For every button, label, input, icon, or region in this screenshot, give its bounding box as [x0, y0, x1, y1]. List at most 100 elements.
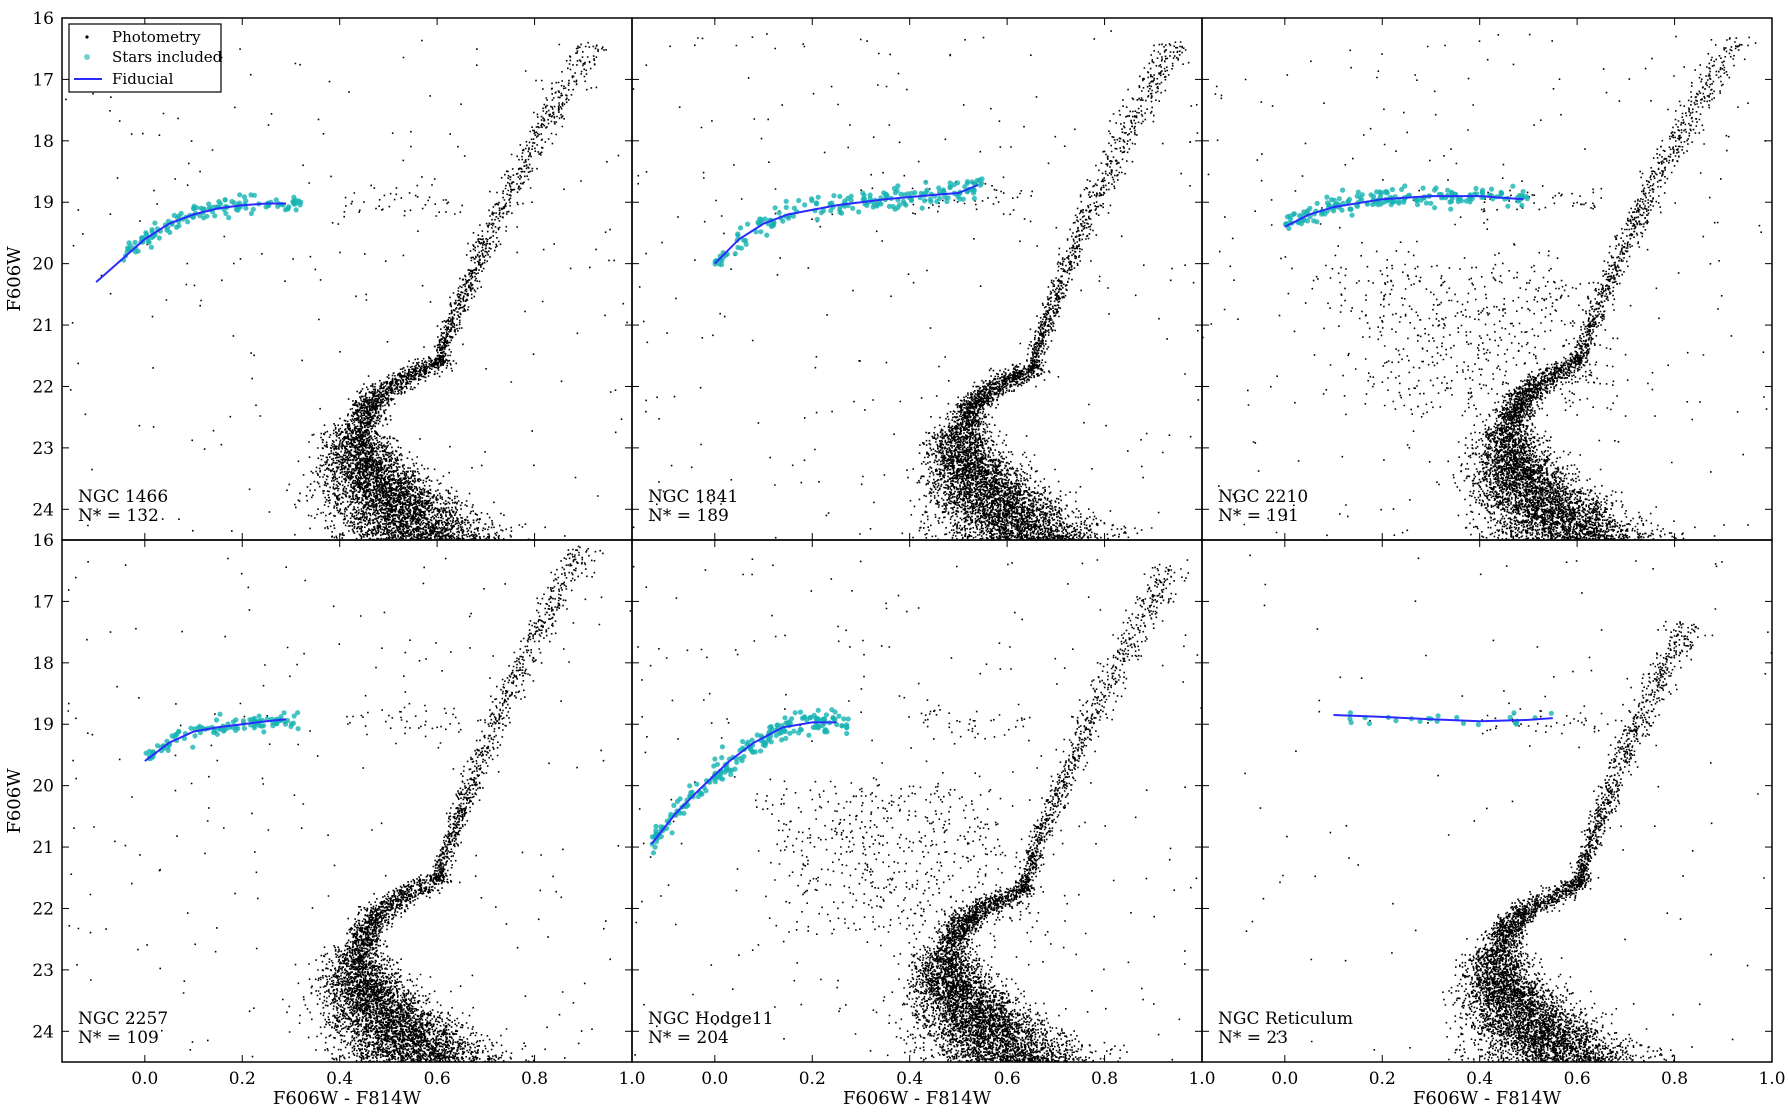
star-included-point	[940, 188, 946, 194]
star-included-point	[174, 224, 180, 230]
star-included-point	[1511, 710, 1517, 716]
star-included-point	[787, 730, 793, 736]
star-included-point	[814, 216, 820, 222]
legend: Photometry Stars included Fiducial	[68, 23, 223, 93]
star-included-point	[197, 723, 203, 730]
star-included-point	[1382, 189, 1388, 195]
star-included-point	[135, 248, 141, 254]
star-included-point	[797, 709, 804, 715]
plot-area-ngc-hodge11	[632, 558, 1202, 1062]
star-included-point	[222, 197, 228, 203]
y-tick-label: 21	[32, 316, 54, 336]
star-included-point	[762, 740, 768, 746]
star-included-point	[1420, 185, 1426, 191]
star-included-point	[1345, 199, 1351, 205]
star-included-point	[798, 727, 804, 733]
star-included-point	[1480, 187, 1486, 193]
star-included-point	[687, 783, 693, 789]
x-tick-label: 0.4	[326, 1069, 353, 1089]
star-included-point	[779, 737, 785, 743]
star-included-point	[728, 771, 734, 778]
star-included-point	[1291, 211, 1297, 217]
panel-name-ngc-2210: NGC 2210	[1218, 487, 1308, 507]
panel-count-ngc-2257: N* = 109	[78, 1028, 159, 1048]
star-included-point	[1445, 187, 1451, 193]
y-tick-label: 17	[32, 592, 54, 612]
star-included-point	[951, 182, 957, 188]
star-included-point	[192, 733, 198, 739]
legend-marker-stars-included	[84, 54, 90, 60]
x-tick-label: 0.8	[521, 1069, 548, 1089]
star-included-point	[714, 774, 720, 780]
y-tick-label: 16	[32, 9, 54, 29]
star-included-point	[190, 744, 196, 750]
star-included-point	[650, 850, 657, 856]
star-included-point	[1432, 187, 1438, 193]
plot-area-ngc-2210	[1202, 33, 1768, 540]
stars-included-ngc-reticulum	[1347, 710, 1554, 728]
star-included-point	[780, 218, 786, 224]
star-included-point	[1288, 216, 1294, 222]
star-included-point	[758, 217, 764, 223]
star-included-point	[148, 244, 154, 250]
star-included-point	[745, 221, 751, 227]
fiducial-line-ngc-1841	[714, 184, 979, 265]
star-included-point	[816, 723, 822, 730]
star-included-point	[927, 196, 933, 202]
star-included-point	[919, 205, 925, 211]
star-included-point	[1366, 720, 1372, 727]
star-included-point	[776, 210, 782, 216]
star-included-point	[821, 716, 828, 722]
star-included-point	[815, 707, 821, 713]
star-included-point	[291, 199, 297, 205]
star-included-point	[1374, 189, 1380, 195]
star-included-point	[248, 210, 254, 217]
star-included-point	[856, 209, 862, 215]
star-included-point	[1388, 202, 1394, 208]
star-included-point	[848, 193, 854, 199]
star-included-point	[1331, 197, 1337, 203]
x-tick-label: 0.0	[131, 1069, 158, 1089]
star-included-point	[1359, 192, 1365, 198]
star-included-point	[864, 202, 870, 208]
star-included-point	[818, 210, 825, 216]
star-included-point	[1355, 189, 1361, 195]
star-included-point	[1488, 186, 1495, 192]
star-included-point	[792, 710, 798, 716]
star-included-point	[813, 201, 820, 207]
star-included-point	[711, 763, 717, 769]
panel-name-ngc-2257: NGC 2257	[78, 1009, 168, 1029]
star-included-point	[724, 765, 730, 771]
x-tick-label: 1.0	[1758, 1069, 1785, 1089]
photometry-points-ngc-reticulum	[1235, 554, 1772, 1062]
star-included-point	[671, 802, 677, 809]
y-tick-label: 24	[32, 1022, 54, 1042]
star-included-point	[837, 193, 843, 199]
star-included-point	[176, 728, 182, 735]
star-included-point	[248, 192, 254, 198]
x-tick-label: 0.0	[701, 1069, 728, 1089]
star-included-point	[1460, 720, 1467, 727]
star-included-point	[791, 728, 797, 734]
plot-area-ngc-reticulum	[1235, 554, 1772, 1062]
star-included-point	[923, 179, 929, 185]
star-included-point	[284, 206, 290, 212]
star-included-point	[291, 713, 297, 719]
x-tick-label: 0.6	[1564, 1069, 1591, 1089]
star-included-point	[1324, 194, 1330, 200]
star-included-point	[256, 713, 262, 719]
star-included-point	[226, 215, 232, 221]
star-included-point	[128, 243, 134, 249]
star-included-point	[1339, 207, 1345, 213]
star-included-point	[901, 201, 908, 207]
star-included-point	[1475, 722, 1481, 728]
star-included-point	[791, 205, 798, 211]
star-included-point	[1414, 202, 1421, 208]
star-included-point	[796, 197, 802, 204]
star-included-point	[282, 721, 289, 727]
star-included-point	[145, 238, 151, 244]
photometry-points-ngc-2210	[1202, 33, 1768, 540]
star-included-point	[1296, 213, 1303, 219]
x-tick-label: 0.8	[1661, 1069, 1688, 1089]
x-tick-label: 0.6	[424, 1069, 451, 1089]
